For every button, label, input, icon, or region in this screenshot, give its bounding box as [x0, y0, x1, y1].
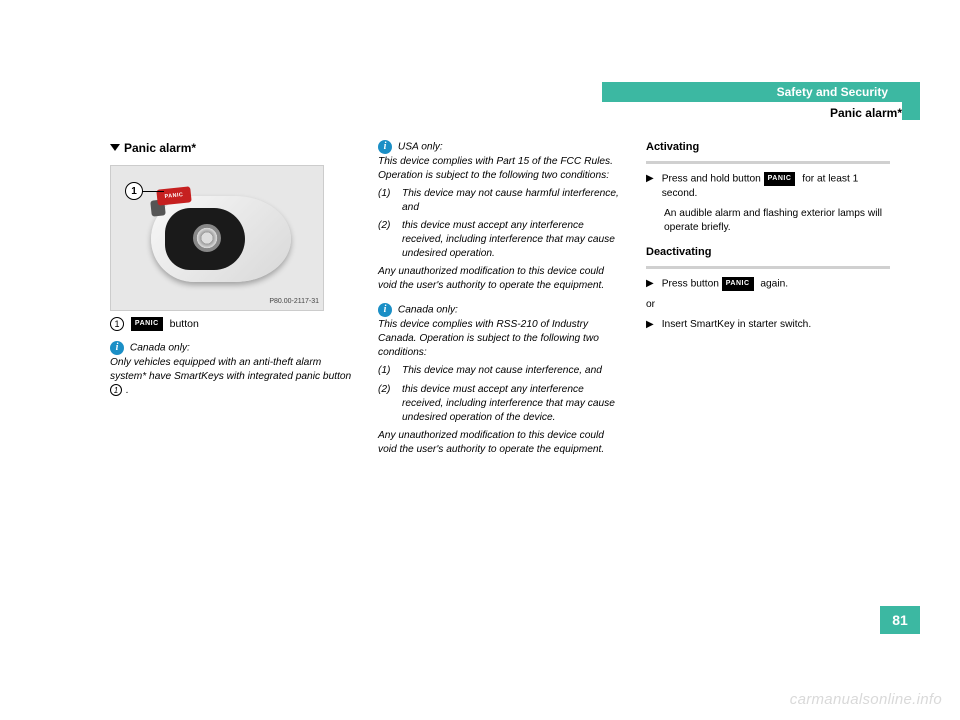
- panic-badge-icon: PANIC: [131, 317, 163, 331]
- num-2: (2): [378, 219, 396, 261]
- arrow-icon: ▶: [646, 172, 654, 201]
- usa-conditions: (1) This device may not cause harmful int…: [378, 187, 622, 261]
- chapter-band: Safety and Security: [602, 82, 902, 102]
- step-text-a: Press and hold button: [662, 174, 764, 185]
- heading-text: Panic alarm*: [124, 141, 196, 155]
- manual-page: Safety and Security Panic alarm* Panic a…: [0, 0, 960, 720]
- info-icon: i: [378, 303, 392, 317]
- activating-heading: Activating: [646, 140, 890, 157]
- info-icon: i: [110, 341, 124, 355]
- can-lead: Canada only:: [398, 305, 458, 316]
- canada-note-col2: i Canada only: This device complies with…: [378, 303, 622, 456]
- callout-leader-line: [142, 191, 164, 193]
- page-number: 81: [880, 606, 920, 634]
- num-1: (1): [378, 364, 396, 378]
- info-icon: i: [378, 140, 392, 154]
- num-2: (2): [378, 383, 396, 425]
- step-text: Insert SmartKey in starter switch.: [662, 318, 890, 332]
- legend-text: button: [170, 318, 199, 330]
- column-1: Panic alarm* PANIC 1 P80.00-2117-31 1 PA…: [110, 140, 354, 467]
- smartkey-figure: PANIC 1 P80.00-2117-31: [110, 165, 324, 311]
- usa-lead: USA only:: [398, 142, 443, 153]
- step-text: Press and hold button PANIC for at least…: [662, 172, 890, 201]
- deactivating-step-2: ▶ Insert SmartKey in starter switch.: [646, 318, 890, 332]
- figure-legend: 1 PANIC button: [110, 317, 354, 331]
- note-tail: .: [126, 385, 129, 396]
- content-columns: Panic alarm* PANIC 1 P80.00-2117-31 1 PA…: [110, 140, 890, 467]
- activating-result: An audible alarm and flashing exterior l…: [664, 207, 890, 235]
- deactivating-step-1: ▶ Press button PANIC again.: [646, 277, 890, 292]
- panic-badge-icon: PANIC: [722, 277, 754, 291]
- canada-note-col1: i Canada only: Only vehicles equipped wi…: [110, 341, 354, 398]
- usa-p1: This device complies with Part 15 of the…: [378, 156, 613, 181]
- step-text-a: Press button: [662, 279, 722, 290]
- or-separator: or: [646, 298, 890, 312]
- usa-li2: this device must accept any interference…: [402, 219, 622, 261]
- chapter-title: Safety and Security: [777, 85, 888, 99]
- usa-note: i USA only: This device complies with Pa…: [378, 140, 622, 293]
- chapter-tab: [902, 82, 920, 120]
- can-p2: Any unauthorized modification to this de…: [378, 430, 604, 455]
- divider: [646, 266, 890, 269]
- inline-ref-1: 1: [110, 384, 122, 396]
- usa-p2: Any unauthorized modification to this de…: [378, 266, 604, 291]
- column-2: i USA only: This device complies with Pa…: [378, 140, 622, 467]
- arrow-icon: ▶: [646, 318, 654, 332]
- mercedes-logo-icon: [193, 224, 221, 252]
- usa-li1: This device may not cause harmful interf…: [402, 187, 622, 215]
- panic-button-on-key: PANIC: [156, 186, 191, 205]
- figure-reference: P80.00-2117-31: [269, 297, 319, 307]
- note-body: Only vehicles equipped with an anti-thef…: [110, 357, 351, 382]
- watermark: carmanualsonline.info: [790, 691, 942, 708]
- arrow-icon: ▶: [646, 277, 654, 292]
- panic-alarm-heading: Panic alarm*: [110, 140, 354, 157]
- column-3: Activating ▶ Press and hold button PANIC…: [646, 140, 890, 467]
- note-lead: Canada only:: [130, 343, 190, 354]
- triangle-down-icon: [110, 144, 120, 151]
- can-conditions: (1) This device may not cause interferenc…: [378, 364, 622, 424]
- num-1: (1): [378, 187, 396, 215]
- can-li1: This device may not cause interference, …: [402, 364, 602, 378]
- callout-number-1: 1: [125, 182, 143, 200]
- step-text-b: again.: [758, 279, 789, 290]
- can-p1: This device complies with RSS-210 of Ind…: [378, 319, 599, 358]
- can-li2: this device must accept any interference…: [402, 383, 622, 425]
- page-number-text: 81: [892, 612, 908, 628]
- deactivating-heading: Deactivating: [646, 245, 890, 262]
- section-title-header: Panic alarm*: [830, 106, 902, 120]
- step-text: Press button PANIC again.: [662, 277, 890, 292]
- legend-num-1: 1: [110, 317, 124, 331]
- panic-badge-icon: PANIC: [764, 172, 796, 186]
- activating-step-1: ▶ Press and hold button PANIC for at lea…: [646, 172, 890, 201]
- divider: [646, 161, 890, 164]
